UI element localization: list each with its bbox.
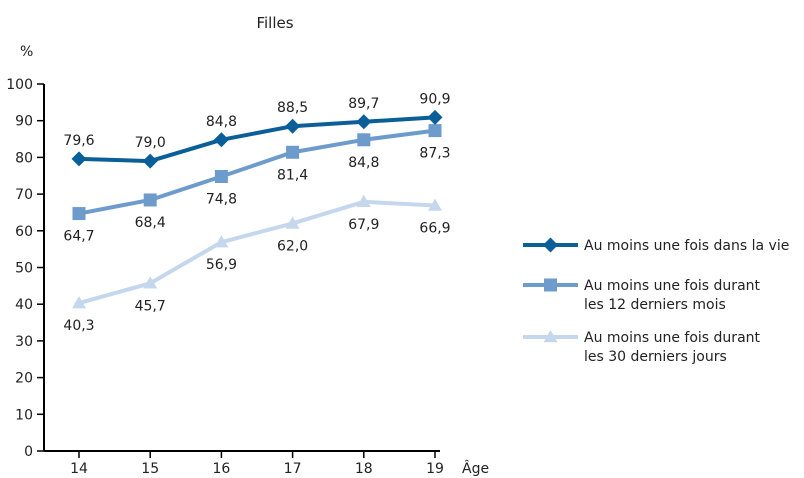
series-line-1 (78, 128, 436, 216)
y-tick-label: 100 (6, 77, 33, 93)
y-tick-label: 20 (15, 371, 33, 387)
x-tick-label: 15 (141, 461, 159, 477)
data-point-0 (142, 153, 158, 169)
x-tick-label: 16 (212, 461, 230, 477)
y-tick-label: 10 (15, 407, 33, 423)
series-line-2 (78, 199, 436, 306)
data-point-1 (357, 133, 371, 147)
x-tick-label: 17 (284, 461, 302, 477)
data-label: 88,5 (277, 100, 308, 116)
data-label: 64,7 (63, 229, 94, 245)
y-tick-label: 30 (15, 334, 33, 350)
data-label: 84,8 (206, 114, 237, 130)
legend: Au moins une fois dans la vie Au moins un… (523, 237, 789, 365)
chart-title: Filles (256, 14, 293, 32)
series-layer (71, 109, 443, 309)
legend-label: Au moins une fois durant (584, 330, 761, 346)
y-tick-label: 50 (15, 261, 33, 277)
axes: 0 10 20 30 40 50 60 70 80 90 100 14 15 16 17 18 19 (6, 77, 444, 477)
y-tick-label: 40 (15, 297, 33, 313)
legend-marker-0 (543, 237, 558, 253)
data-point-1 (428, 124, 442, 138)
legend-label: les 30 derniers jours (584, 349, 727, 365)
x-tick-label: 19 (426, 461, 444, 477)
series-line-0 (78, 115, 436, 164)
y-tick-label: 0 (24, 444, 33, 460)
data-point-2 (356, 194, 371, 208)
data-point-0 (71, 151, 87, 167)
y-tick-label: 60 (15, 224, 33, 240)
data-point-2 (214, 235, 229, 248)
data-label: 81,4 (277, 167, 308, 183)
data-point-2 (428, 198, 442, 211)
data-point-1 (214, 169, 228, 183)
x-tick-label: 18 (355, 461, 373, 477)
data-point-2 (72, 296, 86, 309)
data-label: 89,7 (348, 96, 379, 112)
data-label: 68,4 (135, 215, 166, 231)
legend-marker-2 (543, 330, 558, 343)
data-labels: 79,6 79,0 84,8 88,5 89,7 90,9 64,7 68,4 74,8 81,4… (63, 91, 450, 334)
data-point-1 (286, 145, 300, 159)
data-point-0 (356, 114, 372, 130)
data-label: 62,0 (277, 238, 308, 254)
data-label: 84,8 (348, 155, 379, 171)
data-point-0 (285, 118, 301, 134)
y-axis-label: % (20, 44, 33, 60)
data-label: 87,3 (419, 146, 450, 162)
y-tick-label: 80 (15, 150, 33, 166)
data-label: 45,7 (135, 298, 166, 314)
data-point-0 (213, 132, 229, 148)
data-point-1 (143, 193, 157, 207)
y-tick-label: 70 (15, 187, 33, 203)
data-label: 90,9 (419, 91, 450, 107)
data-label: 74,8 (206, 191, 237, 207)
legend-label: les 12 derniers mois (584, 297, 726, 313)
legend-marker-1 (544, 278, 557, 292)
y-tick-label: 90 (15, 114, 33, 130)
x-tick-label: 14 (70, 461, 88, 477)
data-label: 40,3 (63, 318, 94, 334)
legend-label: Au moins une fois dans la vie (584, 238, 789, 254)
data-label: 56,9 (206, 257, 237, 273)
data-label: 79,6 (63, 133, 94, 149)
data-label: 79,0 (135, 135, 166, 151)
data-point-2 (285, 216, 300, 229)
data-point-1 (72, 207, 86, 221)
legend-label: Au moins une fois durant (584, 278, 761, 294)
data-point-2 (143, 276, 158, 289)
data-point-0 (427, 109, 443, 125)
x-axis-label: Âge (462, 459, 489, 477)
data-label: 66,9 (419, 220, 450, 236)
data-label: 67,9 (348, 217, 379, 233)
